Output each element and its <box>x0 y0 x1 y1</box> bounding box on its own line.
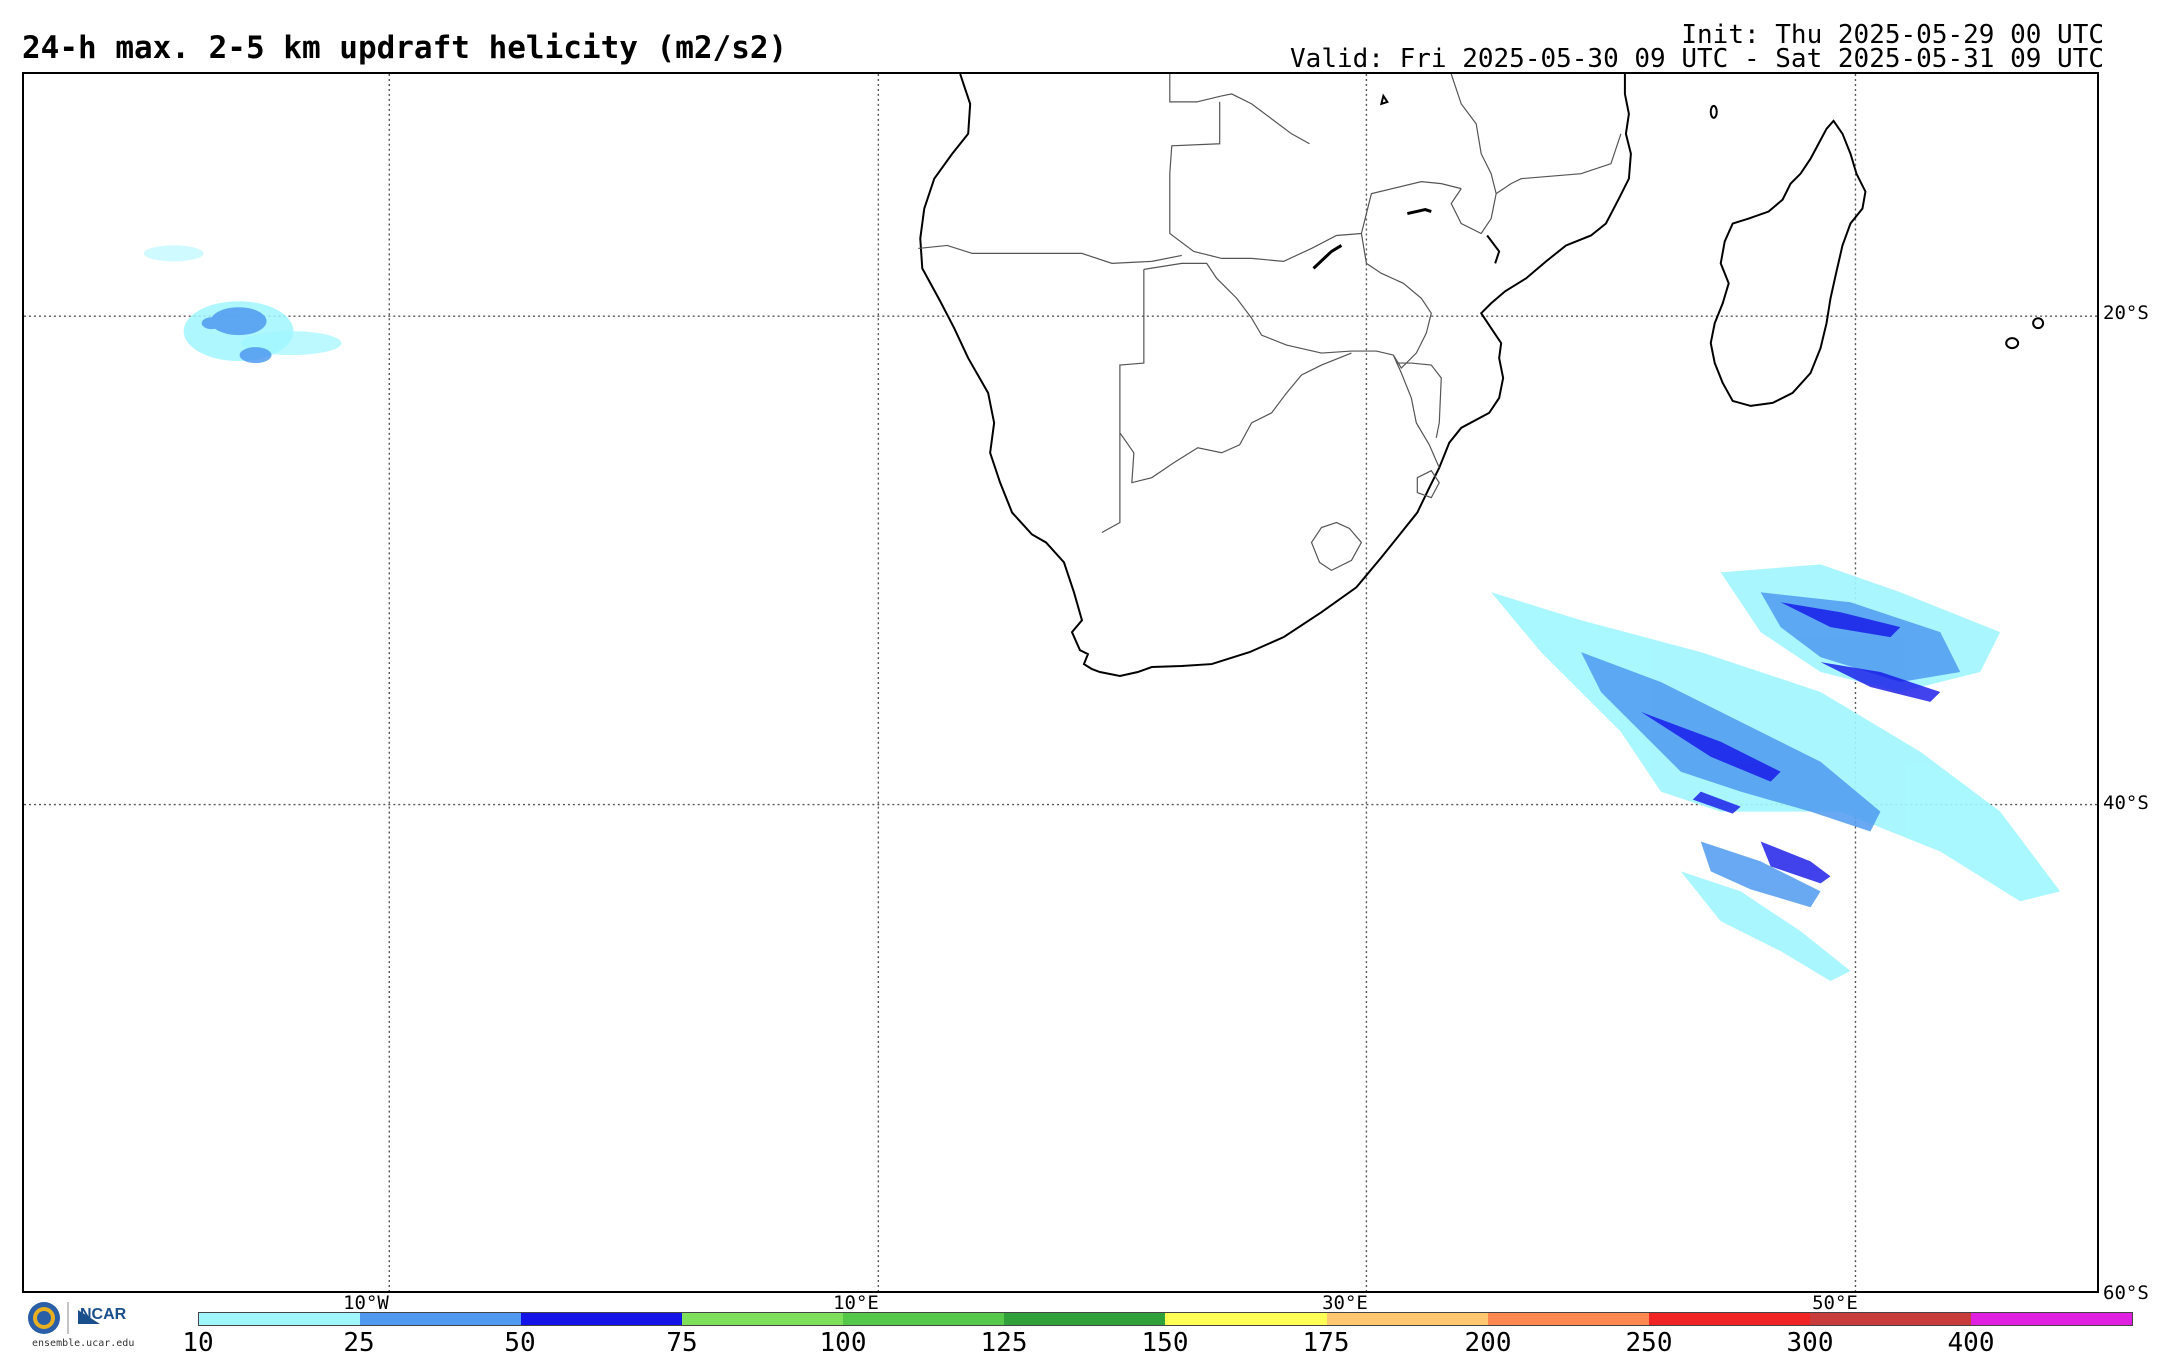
madagascar-coastline <box>1709 119 1867 407</box>
colorbar-swatch-11 <box>1970 1313 2132 1325</box>
lon-label-30e: 30°E <box>1322 1292 1368 1314</box>
ncar-label: NCAR <box>80 1306 127 1323</box>
helicity-west-core <box>201 307 272 364</box>
colorbar-tick: 10 <box>182 1328 214 1358</box>
map-canvas <box>24 74 2097 1291</box>
helicity-field <box>143 245 2061 982</box>
lake-kariba-shape <box>1312 244 1343 270</box>
colorbar-tick: 250 <box>1625 1328 1673 1358</box>
lon-label-50e: 50°E <box>1812 1292 1858 1314</box>
valid-time: Valid: Fri 2025-05-30 09 UTC - Sat 2025-… <box>1290 44 2104 74</box>
colorbar-swatch-9 <box>1648 1313 1810 1325</box>
africa-coastline <box>919 74 1632 678</box>
colorbar-tick: 125 <box>980 1328 1028 1358</box>
colorbar-tick: 175 <box>1302 1328 1350 1358</box>
mauritius-island <box>2032 317 2045 330</box>
logo-block <box>28 1302 100 1334</box>
reunion-island <box>2005 337 2020 350</box>
colorbar-swatch-5 <box>1004 1313 1166 1325</box>
colorbar-swatch-0 <box>199 1313 361 1325</box>
colorbar-swatch-10 <box>1809 1313 1971 1325</box>
colorbar-tick: 25 <box>343 1328 375 1358</box>
comoros-island <box>1709 104 1718 119</box>
lesotho-border <box>1310 521 1363 572</box>
lat-label-60s: 60°S <box>2103 1282 2149 1304</box>
map-panel <box>22 72 2099 1293</box>
colorbar-swatch-3 <box>682 1313 844 1325</box>
lake-cahora <box>1407 208 1432 216</box>
helicity-east-strong <box>1640 602 1941 884</box>
colorbar-tick: 200 <box>1464 1328 1512 1358</box>
lon-label-10e: 10°E <box>833 1292 879 1314</box>
site-url: ensemble.ucar.edu <box>32 1338 135 1349</box>
eswatini-border <box>1416 469 1440 499</box>
colorbar-swatch-8 <box>1487 1313 1649 1325</box>
lon-label-10w: 10°W <box>343 1292 389 1314</box>
init-time: Init: Thu 2025-05-29 00 UTC <box>1681 20 2104 50</box>
colorbar-swatch-7 <box>1326 1313 1488 1325</box>
colorbar-tick: 400 <box>1947 1328 1995 1358</box>
colorbar-tick: 75 <box>666 1328 698 1358</box>
lake-malawi <box>1486 234 1501 264</box>
map-title: 24-h max. 2-5 km updraft helicity (m2/s2… <box>22 30 788 66</box>
colorbar-swatch-6 <box>1165 1313 1327 1325</box>
lat-label-40s: 40°S <box>2103 792 2149 814</box>
lat-label-20s: 20°S <box>2103 302 2149 324</box>
colorbar-tick: 100 <box>819 1328 867 1358</box>
helicity-west-cluster <box>143 245 342 362</box>
colorbar-tick: 50 <box>504 1328 536 1358</box>
country-borders <box>918 74 1622 534</box>
colorbar-tick: 150 <box>1141 1328 1189 1358</box>
colorbar-tick: 300 <box>1786 1328 1834 1358</box>
colorbar-swatch-2 <box>521 1313 683 1325</box>
lake-kariba <box>1379 93 1389 106</box>
ncar-logo-icon <box>78 1310 100 1324</box>
colorbar <box>198 1312 2133 1326</box>
colorbar-swatch-4 <box>843 1313 1005 1325</box>
colorbar-swatch-1 <box>360 1313 522 1325</box>
nsf-logo-icon <box>28 1302 60 1334</box>
